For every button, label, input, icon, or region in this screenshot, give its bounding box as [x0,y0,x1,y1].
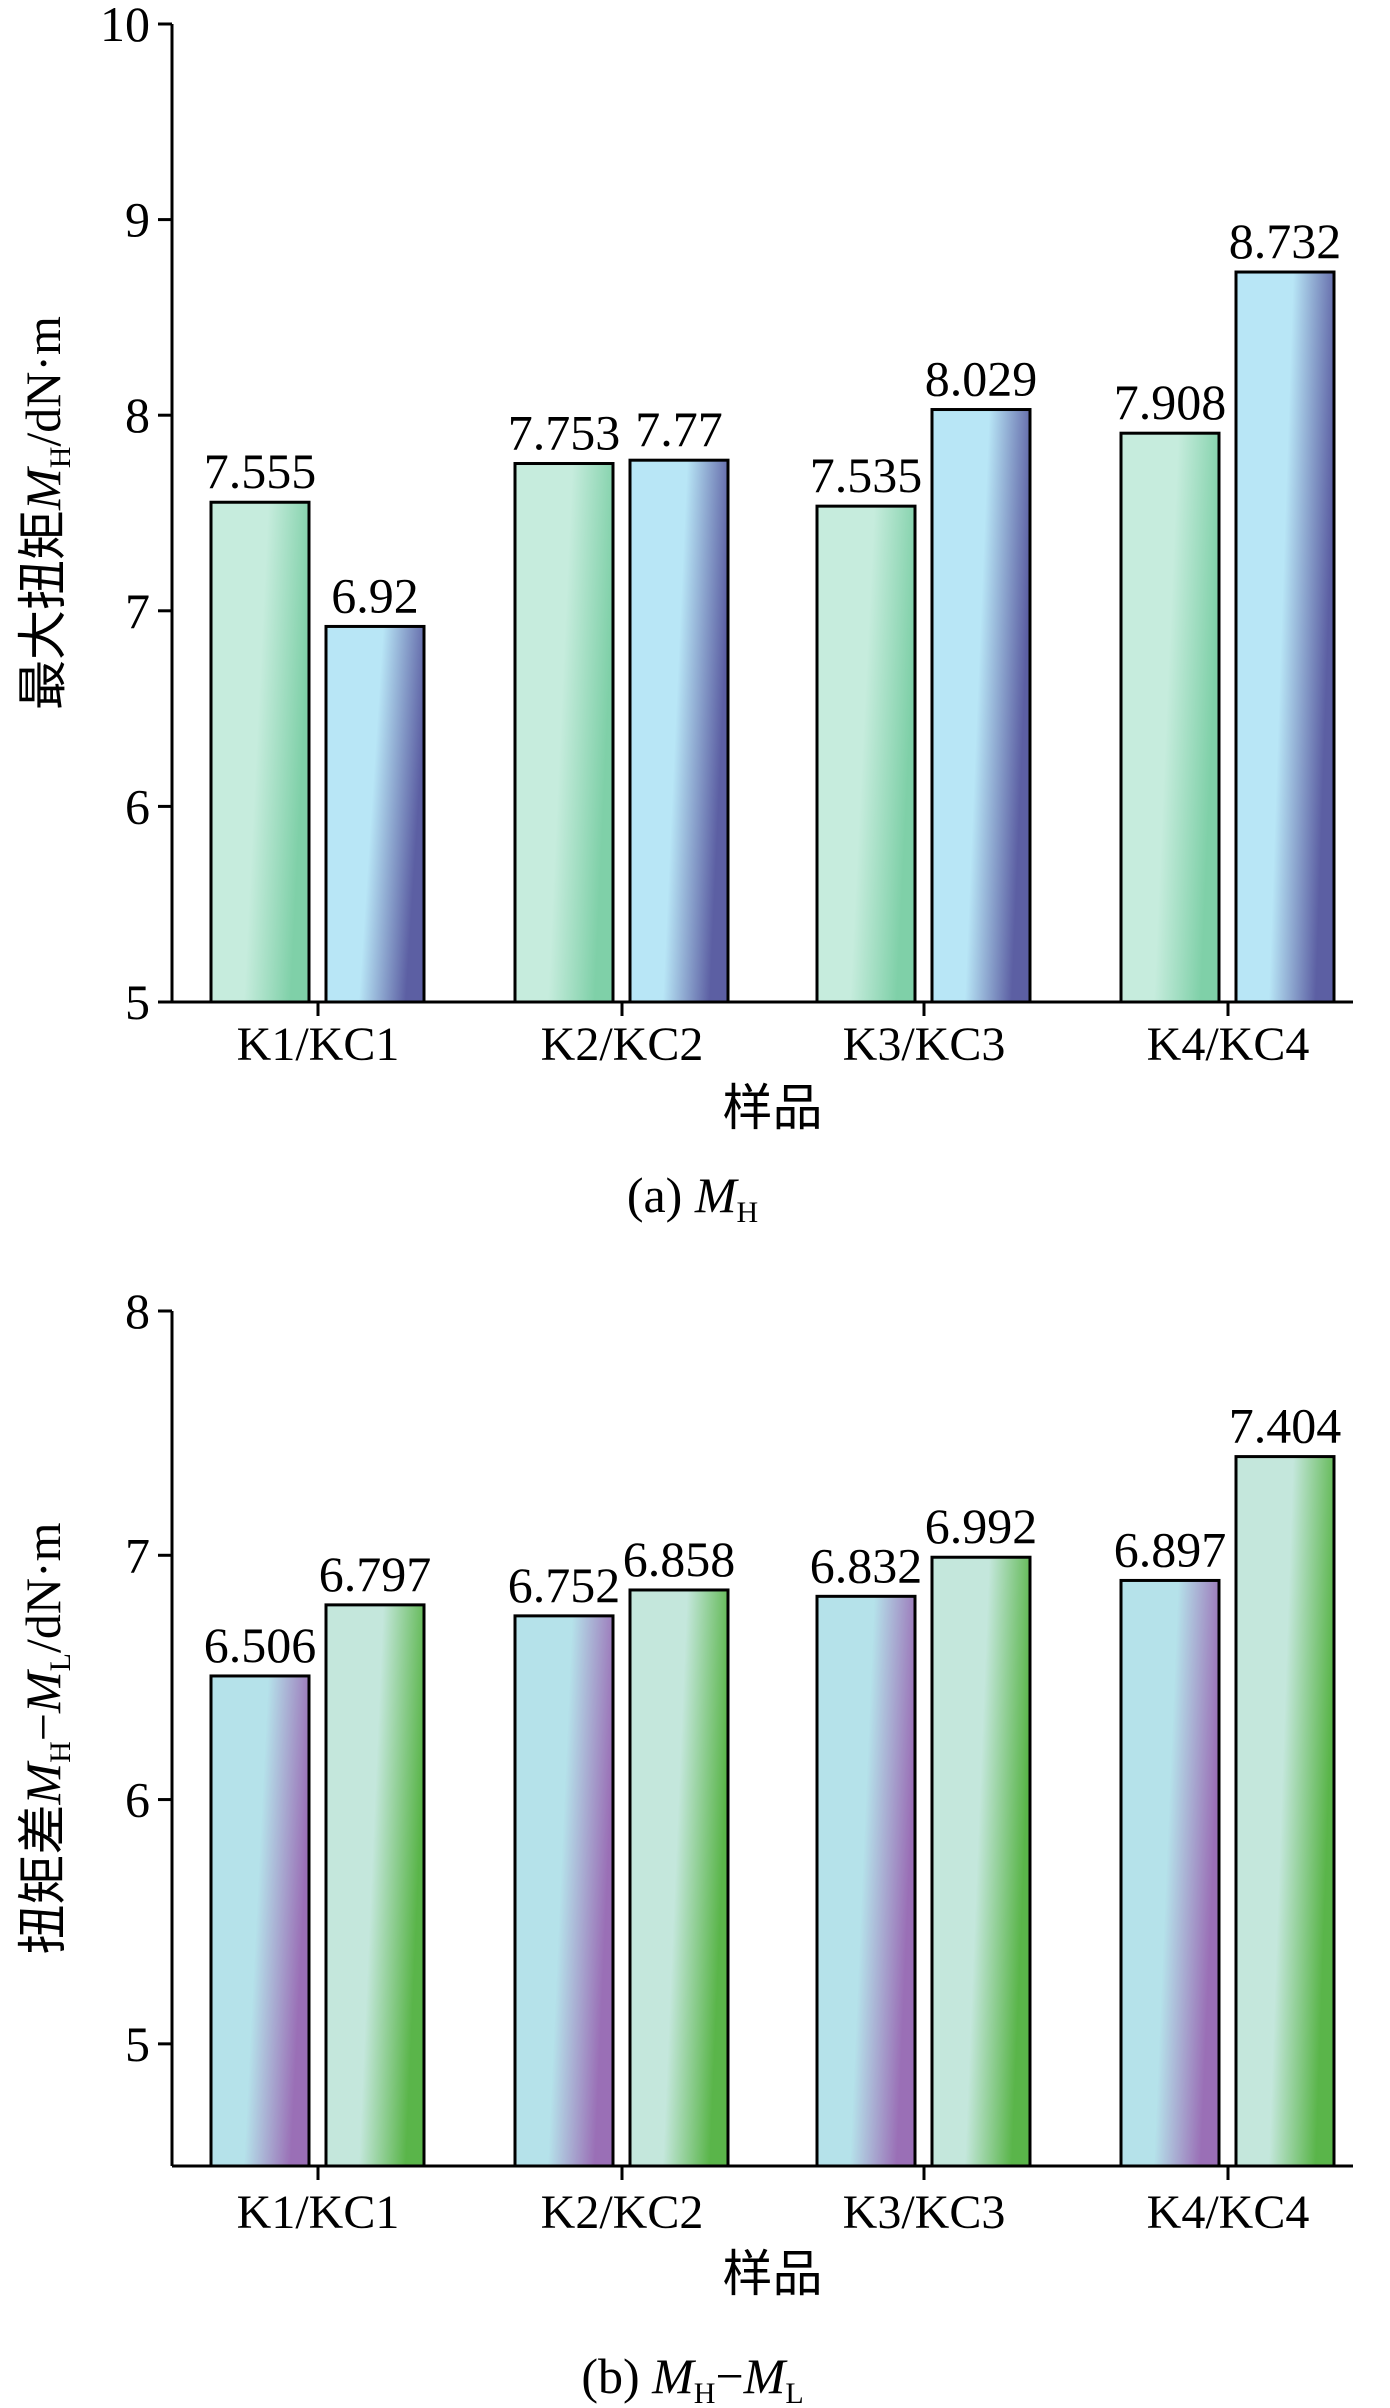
data-label: 7.77 [635,401,723,457]
bar-series-2 [628,1588,730,2168]
y-tick-label: 9 [125,192,150,248]
bar-series-2 [324,1603,426,2168]
bar-series-1 [1119,1578,1221,2168]
bar-series-1 [815,1594,917,2168]
y-tick-label: 5 [125,974,150,1030]
category-label: K2/KC2 [541,2186,704,2239]
x-axis-title: 样品 [723,1080,823,1136]
bar-series-1 [1119,431,1221,1004]
y-tick-label: 8 [125,387,150,443]
data-label: 7.404 [1229,1398,1342,1454]
y-tick-label: 8 [125,1283,150,1339]
category-label: K1/KC1 [237,2186,400,2239]
data-label: 6.897 [1114,1521,1227,1577]
category-label: K4/KC4 [1147,1018,1310,1071]
data-label: 8.732 [1229,213,1342,269]
y-tick-label: 6 [125,778,150,834]
bar-series-1 [513,462,615,1004]
chart-a-max-torque: 5 6 7 8 9 10 K1/KC1 7.555 6.92 K2/KC2 7.753 7.77 K3/… [15,0,1353,1229]
y-tick-label: 7 [125,1527,150,1583]
bar-series-1 [513,1614,615,2168]
y-tick-label: 7 [125,583,150,639]
bar-series-1 [815,504,917,1004]
data-label: 7.535 [810,447,923,503]
bar-series-2 [628,458,730,1004]
category-label: K2/KC2 [541,1018,704,1071]
category-label: K3/KC3 [843,1018,1006,1071]
x-axis-title: 样品 [723,2246,823,2302]
bar-series-2 [930,408,1032,1004]
data-label: 6.506 [204,1617,317,1673]
figure-caption: (a) MH [627,1167,758,1229]
data-label: 7.555 [204,443,317,499]
category-label: K4/KC4 [1147,2186,1310,2239]
data-label: 7.753 [508,405,621,461]
y-tick-label: 10 [100,0,150,52]
bar-series-2 [930,1555,1032,2168]
y-tick-label: 6 [125,1772,150,1828]
data-label: 6.797 [319,1546,432,1602]
bar-series-1 [209,1674,311,2168]
data-label: 6.752 [508,1557,621,1613]
y-axis-title: 扭矩差MH−ML/dN·m [15,1522,77,1954]
category-label: K1/KC1 [237,1018,400,1071]
data-label: 7.908 [1114,374,1227,430]
category-label: K3/KC3 [843,2186,1006,2239]
data-label: 6.858 [623,1531,736,1587]
data-label: 6.832 [810,1537,923,1593]
bar-series-2 [1234,270,1336,1004]
y-axis-title: 最大扭矩MH/dN·m [15,316,77,710]
y-tick-label: 5 [125,2016,150,2072]
bar-series-2 [1234,1455,1336,2168]
bar-series-1 [209,500,311,1004]
data-label: 8.029 [925,351,1038,407]
figure-caption: (b) MH−ML [581,2348,803,2408]
data-label: 6.992 [925,1498,1038,1554]
bar-series-2 [324,624,426,1004]
data-label: 6.92 [331,567,419,623]
